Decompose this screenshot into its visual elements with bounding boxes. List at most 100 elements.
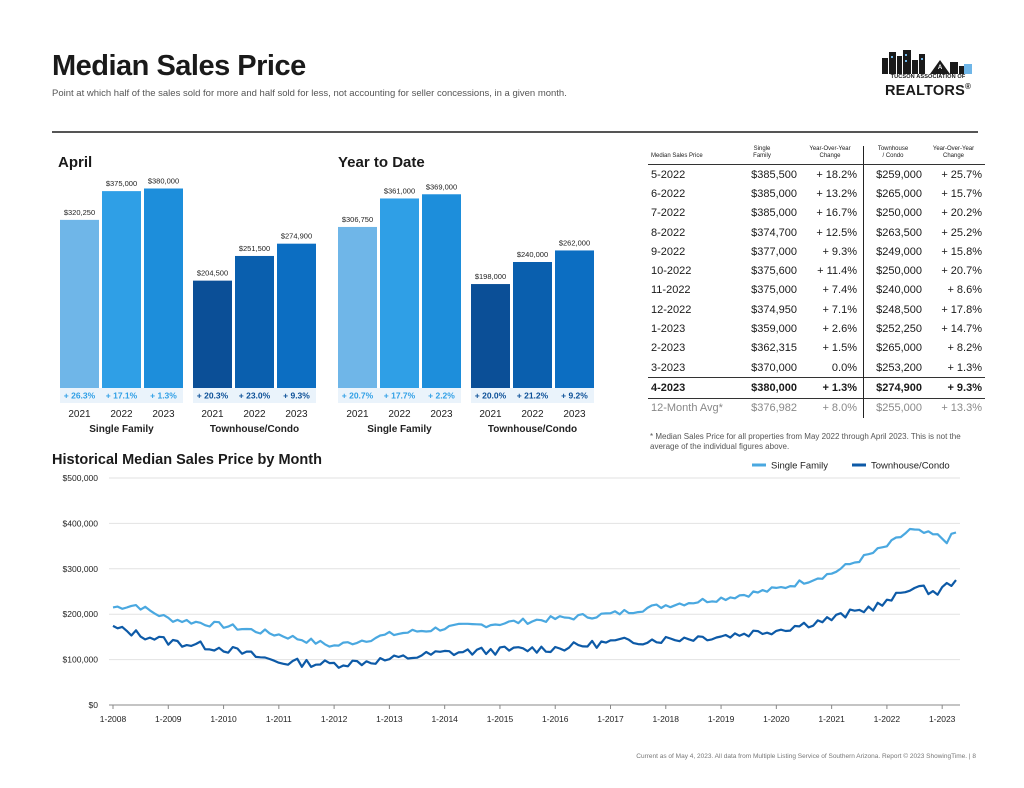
table-cell: $385,500 xyxy=(751,168,797,181)
header-rule xyxy=(52,131,978,133)
change-strip xyxy=(193,388,316,403)
x-tick-label: 1-2010 xyxy=(210,714,237,724)
table-row: 6-2022 $385,000 + 13.2% $265,000 + 15.7% xyxy=(648,184,985,204)
tucson-realtors-logo: A xyxy=(882,50,972,74)
table-cell: + 20.7% xyxy=(941,265,982,278)
bar-change-label: + 17.1% xyxy=(106,391,138,401)
history-chart-title: Historical Median Sales Price by Month xyxy=(52,452,322,468)
table-cell: + 1.3% xyxy=(797,377,864,399)
table-cell: $250,000 xyxy=(863,261,922,281)
table-cell: $385,000 xyxy=(751,207,797,220)
table-cell: + 25.2% xyxy=(941,226,982,239)
y-tick-label: $300,000 xyxy=(63,564,99,574)
table-row: 5-2022 $385,500 + 18.2% $259,000 + 25.7% xyxy=(648,164,985,185)
x-tick-label: 1-2023 xyxy=(929,714,956,724)
table-header-text: Townhouse xyxy=(877,146,909,152)
table-cell: + 25.7% xyxy=(941,168,982,181)
bar-2021 xyxy=(338,226,377,388)
x-tick-label: 1-2020 xyxy=(763,714,790,724)
series-line-townhouse-condo xyxy=(112,579,957,669)
table-row: 4-2023 $380,000 + 1.3% $274,900 + 9.3% xyxy=(648,377,985,399)
table-footnote: * Median Sales Price for all properties … xyxy=(650,432,961,451)
table-cell: + 9.3% xyxy=(822,245,857,258)
bar-change-label: + 20.7% xyxy=(342,391,374,401)
bar-year-label: 2022 xyxy=(521,409,544,420)
bar-value-label: $274,900 xyxy=(281,232,312,241)
bar-2023 xyxy=(144,188,183,388)
bar-change-label: + 26.3% xyxy=(64,391,96,401)
bar-value-label: $375,000 xyxy=(106,179,137,188)
bar-value-label: $204,500 xyxy=(197,269,228,278)
table-cell: 3-2023 xyxy=(651,361,686,374)
table-cell: $252,250 xyxy=(863,319,922,339)
bar-value-label: $380,000 xyxy=(148,177,179,186)
bar-change-label: + 23.0% xyxy=(239,391,271,401)
bar-year-label: 2022 xyxy=(243,409,266,420)
bar-group-label: Townhouse/Condo xyxy=(488,424,577,435)
table-cell: $255,000 xyxy=(863,397,922,418)
table-header-text: / Condo xyxy=(882,153,904,159)
table-row: 1-2023 $359,000 + 2.6% $252,250 + 14.7% xyxy=(648,319,985,339)
table-row: 11-2022 $375,000 + 7.4% $240,000 + 8.6% xyxy=(648,280,985,301)
bar-year-label: 2023 xyxy=(285,409,308,420)
table-cell: $385,000 xyxy=(751,187,797,200)
bar-year-label: 2021 xyxy=(479,409,502,420)
bar-2023 xyxy=(422,194,461,388)
table-cell: $248,500 xyxy=(863,300,922,320)
x-tick-label: 1-2013 xyxy=(376,714,403,724)
monthly-table-container: Median Sales Price Single Family Year-Over-… xyxy=(648,146,985,418)
table-cell: + 12.5% xyxy=(816,226,857,239)
x-tick-label: 1-2019 xyxy=(708,714,735,724)
table-header-text: Year-Over-Year xyxy=(809,146,851,152)
x-tick-label: 1-2009 xyxy=(155,714,182,724)
table-cell: 8-2022 xyxy=(651,226,686,239)
bar-2022 xyxy=(513,262,552,388)
logo-registered-mark: ® xyxy=(964,82,972,91)
x-tick-label: 1-2018 xyxy=(653,714,680,724)
table-cell: $265,000 xyxy=(863,338,922,358)
table-cell: $359,000 xyxy=(751,323,797,336)
bar-2021 xyxy=(193,280,232,388)
table-cell: + 14.7% xyxy=(941,323,982,336)
table-cell: $265,000 xyxy=(863,184,922,204)
change-strip xyxy=(338,388,461,403)
series-line-single-family xyxy=(112,527,957,648)
x-tick-label: 1-2011 xyxy=(266,714,292,724)
table-row: 8-2022 $374,700 + 12.5% $263,500 + 25.2% xyxy=(648,222,985,243)
x-tick-label: 1-2016 xyxy=(542,714,569,724)
table-cell: + 9.3% xyxy=(922,377,985,399)
table-cell: $375,600 xyxy=(751,265,797,278)
table-cell: $259,000 xyxy=(863,164,922,185)
table-cell: 10-2022 xyxy=(651,265,692,278)
logo-subtitle: TUCSON ASSOCIATION OF xyxy=(890,74,966,80)
change-strip xyxy=(60,388,183,403)
table-header-cell: Median Sales Price xyxy=(648,146,727,165)
table-cell: $362,315 xyxy=(751,342,797,355)
table-row: 7-2022 $385,000 + 16.7% $250,000 + 20.2% xyxy=(648,203,985,223)
change-strip xyxy=(471,388,594,403)
table-cell: 7-2022 xyxy=(651,207,686,220)
bar-value-label: $361,000 xyxy=(384,186,415,195)
x-tick-label: 1-2017 xyxy=(597,714,624,724)
table-header-cell: Year-Over-Year Change xyxy=(922,146,985,165)
table-cell: $377,000 xyxy=(751,245,797,258)
table-cell: + 13.3% xyxy=(922,397,985,418)
table-row: 12-Month Avg* $376,982 + 8.0% $255,000 + 13.… xyxy=(648,397,985,418)
bar-year-label: 2022 xyxy=(388,409,411,420)
table-header-row: Median Sales Price Single Family Year-Over-… xyxy=(648,146,985,165)
table-cell: 5-2022 xyxy=(651,168,686,181)
bar-2023 xyxy=(277,243,316,388)
table-cell: 0.0% xyxy=(831,361,857,374)
bar-value-label: $306,750 xyxy=(342,215,373,224)
bar-change-label: + 1.3% xyxy=(150,391,177,401)
table-header-text: Family xyxy=(753,153,771,159)
table-cell: $374,700 xyxy=(751,226,797,239)
monthly-table: Median Sales Price Single Family Year-Over-… xyxy=(648,146,985,418)
bar-2021 xyxy=(60,219,99,388)
table-cell: + 8.6% xyxy=(947,284,982,297)
table-cell: $374,950 xyxy=(751,303,797,316)
x-tick-label: 1-2008 xyxy=(100,714,127,724)
table-cell: + 8.0% xyxy=(797,397,864,418)
table-header-text: Single xyxy=(753,146,771,152)
bar-2022 xyxy=(102,191,141,388)
